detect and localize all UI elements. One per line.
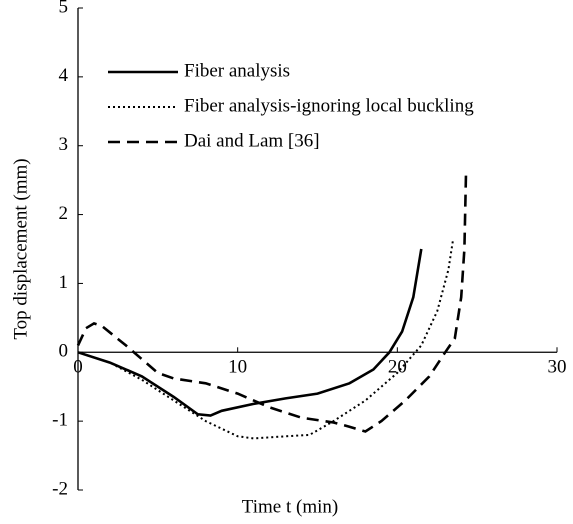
y-tick-label: 3 [59, 134, 69, 155]
series-line [77, 238, 455, 440]
x-tick-label: 30 [548, 357, 567, 378]
legend-label: Fiber analysis [184, 60, 290, 81]
y-tick-label: 2 [59, 203, 69, 224]
x-axis-label: Time t (min) [242, 496, 338, 517]
legend-label: Dai and Lam [36] [184, 130, 320, 151]
y-axis-label: Top displacement (mm) [10, 158, 31, 339]
y-tick-label: 4 [59, 65, 69, 86]
series-line [76, 173, 468, 433]
x-tick-label: 0 [73, 357, 83, 378]
x-tick-label: 10 [228, 357, 247, 378]
y-tick-label: 5 [59, 0, 69, 17]
legend-label: Fiber analysis-ignoring local buckling [184, 95, 474, 116]
y-tick-label: -1 [52, 410, 68, 431]
y-tick-label: 0 [59, 341, 69, 362]
x-tick-label: 20 [388, 357, 407, 378]
y-tick-label: 1 [59, 272, 69, 293]
y-tick-label: -2 [52, 478, 68, 499]
series-line [77, 248, 423, 417]
